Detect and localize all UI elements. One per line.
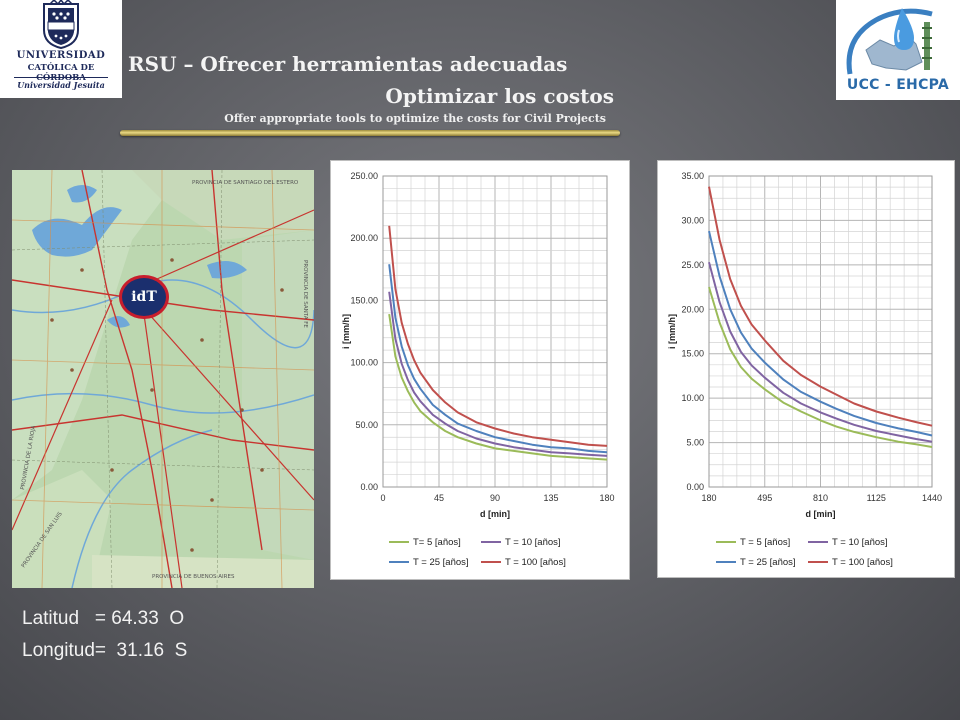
latitude-text: Latitud = 64.33 O (22, 608, 185, 629)
ehcpa-logo-text: UCC - EHCPA (846, 77, 950, 93)
y-tick-label: 50.00 (355, 420, 378, 430)
x-axis-label: d [min] (806, 509, 836, 519)
slide-title-line2: Optimizar los costos (385, 84, 614, 108)
x-tick-label: 495 (757, 493, 772, 503)
map-label-san-luis: PROVINCIA DE SAN LUIS (21, 511, 64, 569)
y-tick-label: 15.00 (681, 349, 704, 359)
slide-title-line1: RSU – Ofrecer herramientas adecuadas (128, 52, 568, 76)
legend-label: T = 25 [años] (740, 557, 796, 568)
legend-label: T = 100 [años] (832, 557, 893, 568)
chart-panel-short-duration: 0.00 50.00 100.00 150.00 200.00 250.00 0 45 90 13… (330, 160, 630, 580)
y-axis-label: i [mm/h] (341, 314, 351, 349)
chart-panel-long-duration: 0.00 5.00 10.00 15.00 20.00 25.00 30.00 35.00 18… (657, 160, 955, 578)
y-tick-label: 0.00 (360, 482, 378, 492)
map-label-santiago: PROVINCIA DE SANTIAGO DEL ESTERO (192, 180, 299, 186)
ehcpa-logo: UCC - EHCPA (836, 0, 960, 100)
map-label-la-rioja: PROVINCIA DE LA RIOJA (20, 425, 37, 490)
y-tick-label: 10.00 (681, 393, 704, 403)
series-line-0 (388, 313, 608, 461)
series-line-2 (708, 230, 933, 437)
y-tick-label: 30.00 (681, 215, 704, 225)
series-line-0 (708, 286, 933, 448)
slide-subtitle: Offer appropriate tools to optimize the … (224, 112, 606, 125)
x-tick-label: 45 (434, 493, 444, 503)
x-tick-label: 0 (380, 493, 385, 503)
map-labels: PROVINCIA DE SANTIAGO DEL ESTERO PROVINC… (20, 180, 308, 580)
x-tick-label: 180 (701, 493, 716, 503)
legend-label: T = 5 [años] (740, 537, 790, 548)
legend-label: T = 100 [años] (505, 557, 566, 568)
idf-chart-short-duration: 0.00 50.00 100.00 150.00 200.00 250.00 0 45 90 13… (341, 171, 615, 568)
plot-area-frame (708, 175, 933, 488)
idf-chart-long-duration: 0.00 5.00 10.00 15.00 20.00 25.00 30.00 35.00 18… (667, 171, 942, 568)
series-line-1 (708, 261, 933, 443)
region-map: PROVINCIA DE SANTIAGO DEL ESTERO PROVINC… (12, 170, 314, 588)
university-name-line1: UNIVERSIDAD (16, 50, 106, 61)
university-crest-icon (43, 0, 79, 50)
series-line-1 (388, 291, 608, 457)
legend-label: T = 10 [años] (505, 537, 561, 548)
x-tick-label: 180 (599, 493, 614, 503)
legend-label: T= 5 [años] (413, 537, 461, 548)
x-tick-label: 90 (490, 493, 500, 503)
x-tick-label: 810 (813, 493, 828, 503)
y-tick-label: 0.00 (686, 482, 704, 492)
series-line-3 (708, 186, 933, 427)
x-tick-label: 1440 (922, 493, 942, 503)
legend-label: T = 10 [años] (832, 537, 888, 548)
y-tick-label: 100.00 (350, 358, 378, 368)
y-axis-label: i [mm/h] (667, 314, 677, 349)
y-tick-label: 25.00 (681, 260, 704, 270)
y-tick-label: 200.00 (350, 233, 378, 243)
x-tick-label: 135 (543, 493, 558, 503)
series-line-3 (388, 225, 608, 447)
x-tick-label: 1125 (867, 493, 886, 503)
map-label-santa-fe: PROVINCIA DE SANTA FE (302, 260, 308, 328)
plot-area-frame (382, 175, 608, 488)
university-logo: UNIVERSIDAD CATÓLICA DE CÓRDOBA Universi… (0, 0, 122, 98)
location-marker: idT (119, 275, 169, 319)
map-label-buenos-aires: PROVINCIA DE BUENOS AIRES (152, 574, 235, 580)
map-graphic (12, 170, 314, 588)
university-name-line2: CATÓLICA DE CÓRDOBA (27, 63, 95, 83)
series-line-2 (388, 264, 608, 454)
y-tick-label: 5.00 (686, 438, 704, 448)
water-drop-icon (846, 8, 933, 75)
longitude-text: Longitud= 31.16 S (22, 640, 188, 661)
y-tick-label: 35.00 (681, 171, 704, 181)
legend-label: T = 25 [años] (413, 557, 469, 568)
y-tick-label: 150.00 (350, 295, 378, 305)
y-tick-label: 250.00 (350, 171, 378, 181)
x-axis-label: d [min] (480, 509, 510, 519)
title-divider (120, 130, 620, 136)
y-tick-label: 20.00 (681, 304, 704, 314)
logo-rule (14, 77, 108, 78)
university-tagline: Universidad Jesuita (17, 80, 105, 90)
